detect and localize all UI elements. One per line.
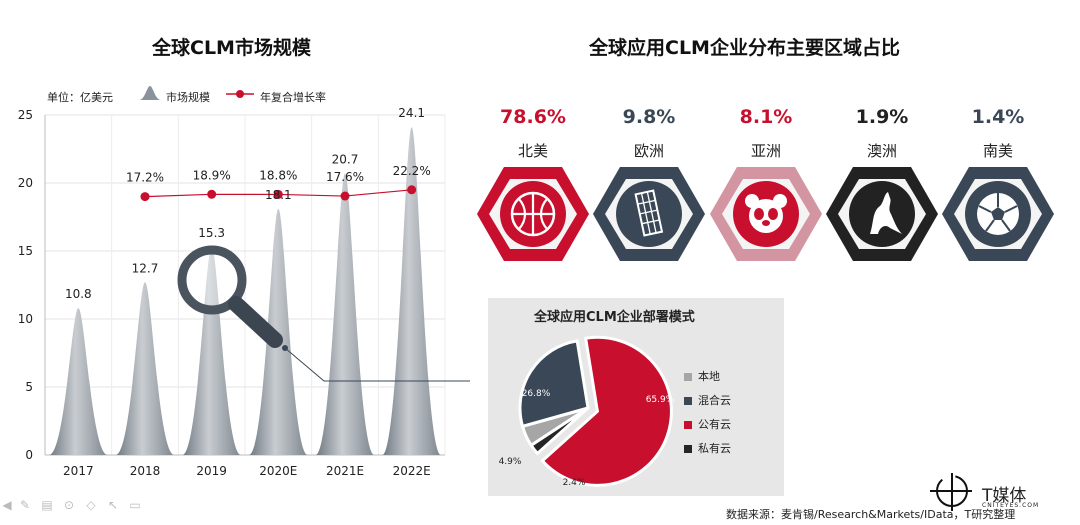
market-bar-2021E	[315, 173, 375, 456]
region-badge-4	[942, 167, 1054, 261]
pie-slice-公有云	[540, 335, 673, 487]
bar-value-label: 20.7	[332, 152, 359, 166]
tmedia-logo-subtext: CNITEYES.COM	[982, 502, 1040, 509]
video-tool-icon[interactable]: ▭	[129, 498, 141, 512]
data-source: 数据来源：麦肯锡/Research&Markets/IData，T研究整理	[726, 508, 1016, 521]
region-name-1: 欧洲	[633, 142, 664, 160]
market-bar-2017	[49, 308, 108, 455]
growth-point-2018	[140, 192, 150, 202]
region-badge-0	[477, 167, 589, 261]
x-tick-label: 2018	[130, 464, 161, 478]
market-bar-2019	[182, 246, 241, 455]
y-tick-label: 25	[18, 108, 33, 122]
region-pct-4: 1.4%	[971, 106, 1025, 128]
y-tick-label: 10	[18, 312, 33, 326]
x-tick-label: 2019	[196, 464, 227, 478]
region-badge-1	[593, 167, 705, 261]
pie-slice-label: 26.8%	[522, 389, 551, 399]
growth-value-label: 22.2%	[393, 164, 431, 178]
pie-slice-label: 2.4%	[563, 478, 586, 488]
legend-growth-swatch	[226, 90, 254, 98]
cursor-tool-icon[interactable]: ↖	[107, 498, 119, 512]
pie-slice-label: 4.9%	[499, 457, 522, 467]
x-tick-label: 2020E	[259, 464, 297, 478]
pie-title: 全球应用CLM企业部署模式	[534, 310, 695, 325]
pointer-tool-icon[interactable]: ◀	[2, 498, 12, 512]
leaning-tower-icon	[634, 189, 664, 237]
market-size-chart: 0 5 10 15 20 25 10.8 2017 12.7 2018 15.3 2019 18.1 20…	[18, 106, 470, 478]
x-tick-label: 2017	[63, 464, 94, 478]
growth-value-label: 17.2%	[126, 171, 164, 185]
region-name-3: 澳洲	[866, 142, 897, 160]
right-chart-title: 全球应用CLM企业分布主要区域占比	[589, 37, 900, 59]
zoom-tool-icon[interactable]: ⊙	[63, 498, 75, 512]
y-tick-label: 15	[18, 244, 33, 258]
bar-value-label: 15.3	[198, 226, 225, 240]
growth-value-label: 17.6%	[326, 170, 364, 184]
x-tick-label: 2022E	[393, 464, 431, 478]
panda-icon	[745, 194, 787, 233]
growth-point-2020E	[273, 189, 283, 199]
y-tick-label: 0	[25, 448, 33, 462]
legend-growth-label: 年复合增长率	[260, 91, 326, 104]
growth-point-2022E	[407, 185, 417, 195]
deployment-pie-chart: 4.9% 26.8% 65.9% 2.4%	[499, 335, 675, 488]
region-pct-0: 78.6%	[500, 106, 566, 128]
left-chart-title: 全球CLM市场规模	[152, 37, 311, 59]
soccer-ball-icon	[977, 193, 1019, 235]
deployment-pie-panel: 全球应用CLM企业部署模式 4.9% 26.8% 65.9% 2.4% 本地 混合云 …	[488, 298, 784, 496]
growth-value-label: 18.9%	[193, 168, 231, 182]
magnifier-icon	[177, 245, 470, 382]
pie-slice-混合云	[518, 339, 590, 429]
region-badge-3	[826, 167, 938, 261]
region-pct-1: 9.8%	[622, 106, 676, 128]
region-name-0: 北美	[517, 142, 548, 160]
legend-market-label: 市场规模	[166, 91, 210, 104]
basketball-icon	[510, 191, 556, 237]
market-bar-2022E	[382, 127, 441, 456]
region-badge-2	[710, 167, 822, 261]
region-name-2: 亚洲	[750, 142, 781, 160]
growth-point-2021E	[340, 191, 350, 201]
kangaroo-icon	[870, 192, 902, 234]
legend-market-swatch	[139, 86, 161, 100]
y-tick-label: 5	[25, 380, 33, 394]
unit-label: 单位：亿美元	[47, 91, 113, 104]
growth-point-2019	[207, 189, 217, 199]
market-bar-2018	[115, 282, 175, 455]
x-tick-label: 2021E	[326, 464, 364, 478]
region-pct-2: 8.1%	[739, 106, 793, 128]
bar-value-label: 24.1	[398, 106, 425, 120]
bar-value-label: 18.1	[265, 188, 292, 202]
bar-value-label: 12.7	[132, 261, 159, 275]
legend-item-private: 私有云	[684, 440, 731, 456]
legend-item-hybrid: 混合云	[684, 392, 731, 408]
y-tick-label: 20	[18, 176, 33, 190]
region-name-4: 南美	[982, 142, 1013, 160]
region-pct-3: 1.9%	[855, 106, 909, 128]
eraser-tool-icon[interactable]: ◇	[86, 498, 96, 512]
pie-slice-label: 65.9%	[646, 395, 675, 405]
pie-slice-私有云	[529, 406, 590, 456]
pen-tool-icon[interactable]: ✎	[19, 498, 31, 512]
tmedia-logo-text: T媒体	[982, 486, 1027, 506]
market-bar-2020E	[249, 208, 308, 455]
tmedia-logo-icon	[930, 473, 972, 511]
bar-value-label: 10.8	[65, 287, 92, 301]
legend-item-local: 本地	[684, 368, 720, 384]
growth-value-label: 18.8%	[259, 168, 297, 182]
slides-tool-icon[interactable]: ▤	[41, 498, 53, 512]
legend-item-public: 公有云	[684, 416, 731, 432]
